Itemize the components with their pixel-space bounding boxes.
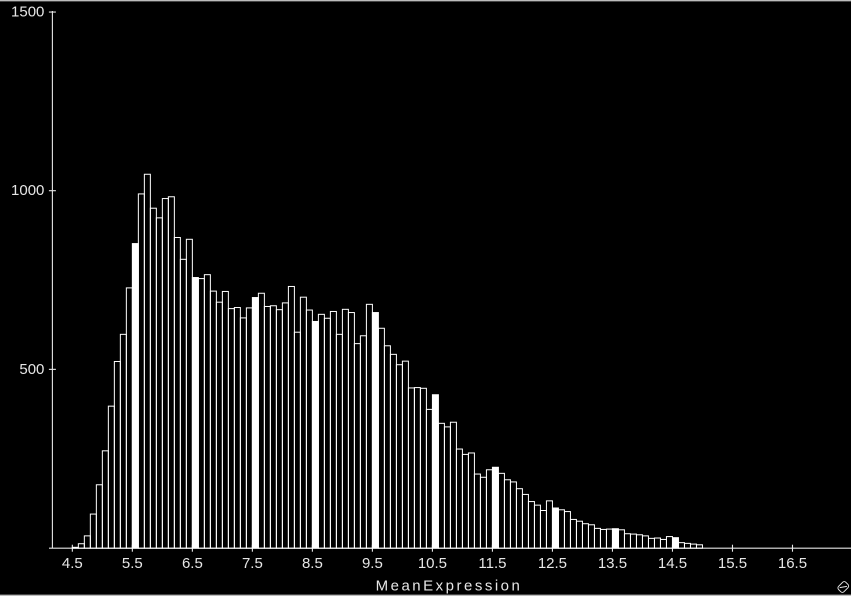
svg-text:9.5: 9.5 bbox=[362, 555, 383, 572]
svg-text:4.5: 4.5 bbox=[62, 555, 83, 572]
svg-text:13.5: 13.5 bbox=[598, 555, 627, 572]
svg-text:16.5: 16.5 bbox=[778, 555, 807, 572]
svg-text:11.5: 11.5 bbox=[478, 555, 506, 572]
svg-text:8.5: 8.5 bbox=[302, 555, 323, 572]
svg-text:12.5: 12.5 bbox=[538, 555, 567, 572]
svg-text:15.5: 15.5 bbox=[718, 555, 747, 572]
svg-text:6.5: 6.5 bbox=[182, 555, 203, 572]
svg-text:1500: 1500 bbox=[11, 4, 44, 21]
svg-text:5.5: 5.5 bbox=[122, 555, 143, 572]
svg-text:14.5: 14.5 bbox=[658, 555, 687, 572]
svg-text:MeanExpression: MeanExpression bbox=[376, 578, 523, 595]
svg-text:500: 500 bbox=[19, 361, 44, 378]
svg-text:10.5: 10.5 bbox=[418, 555, 447, 572]
svg-text:1000: 1000 bbox=[11, 182, 44, 199]
svg-text:7.5: 7.5 bbox=[242, 555, 263, 572]
